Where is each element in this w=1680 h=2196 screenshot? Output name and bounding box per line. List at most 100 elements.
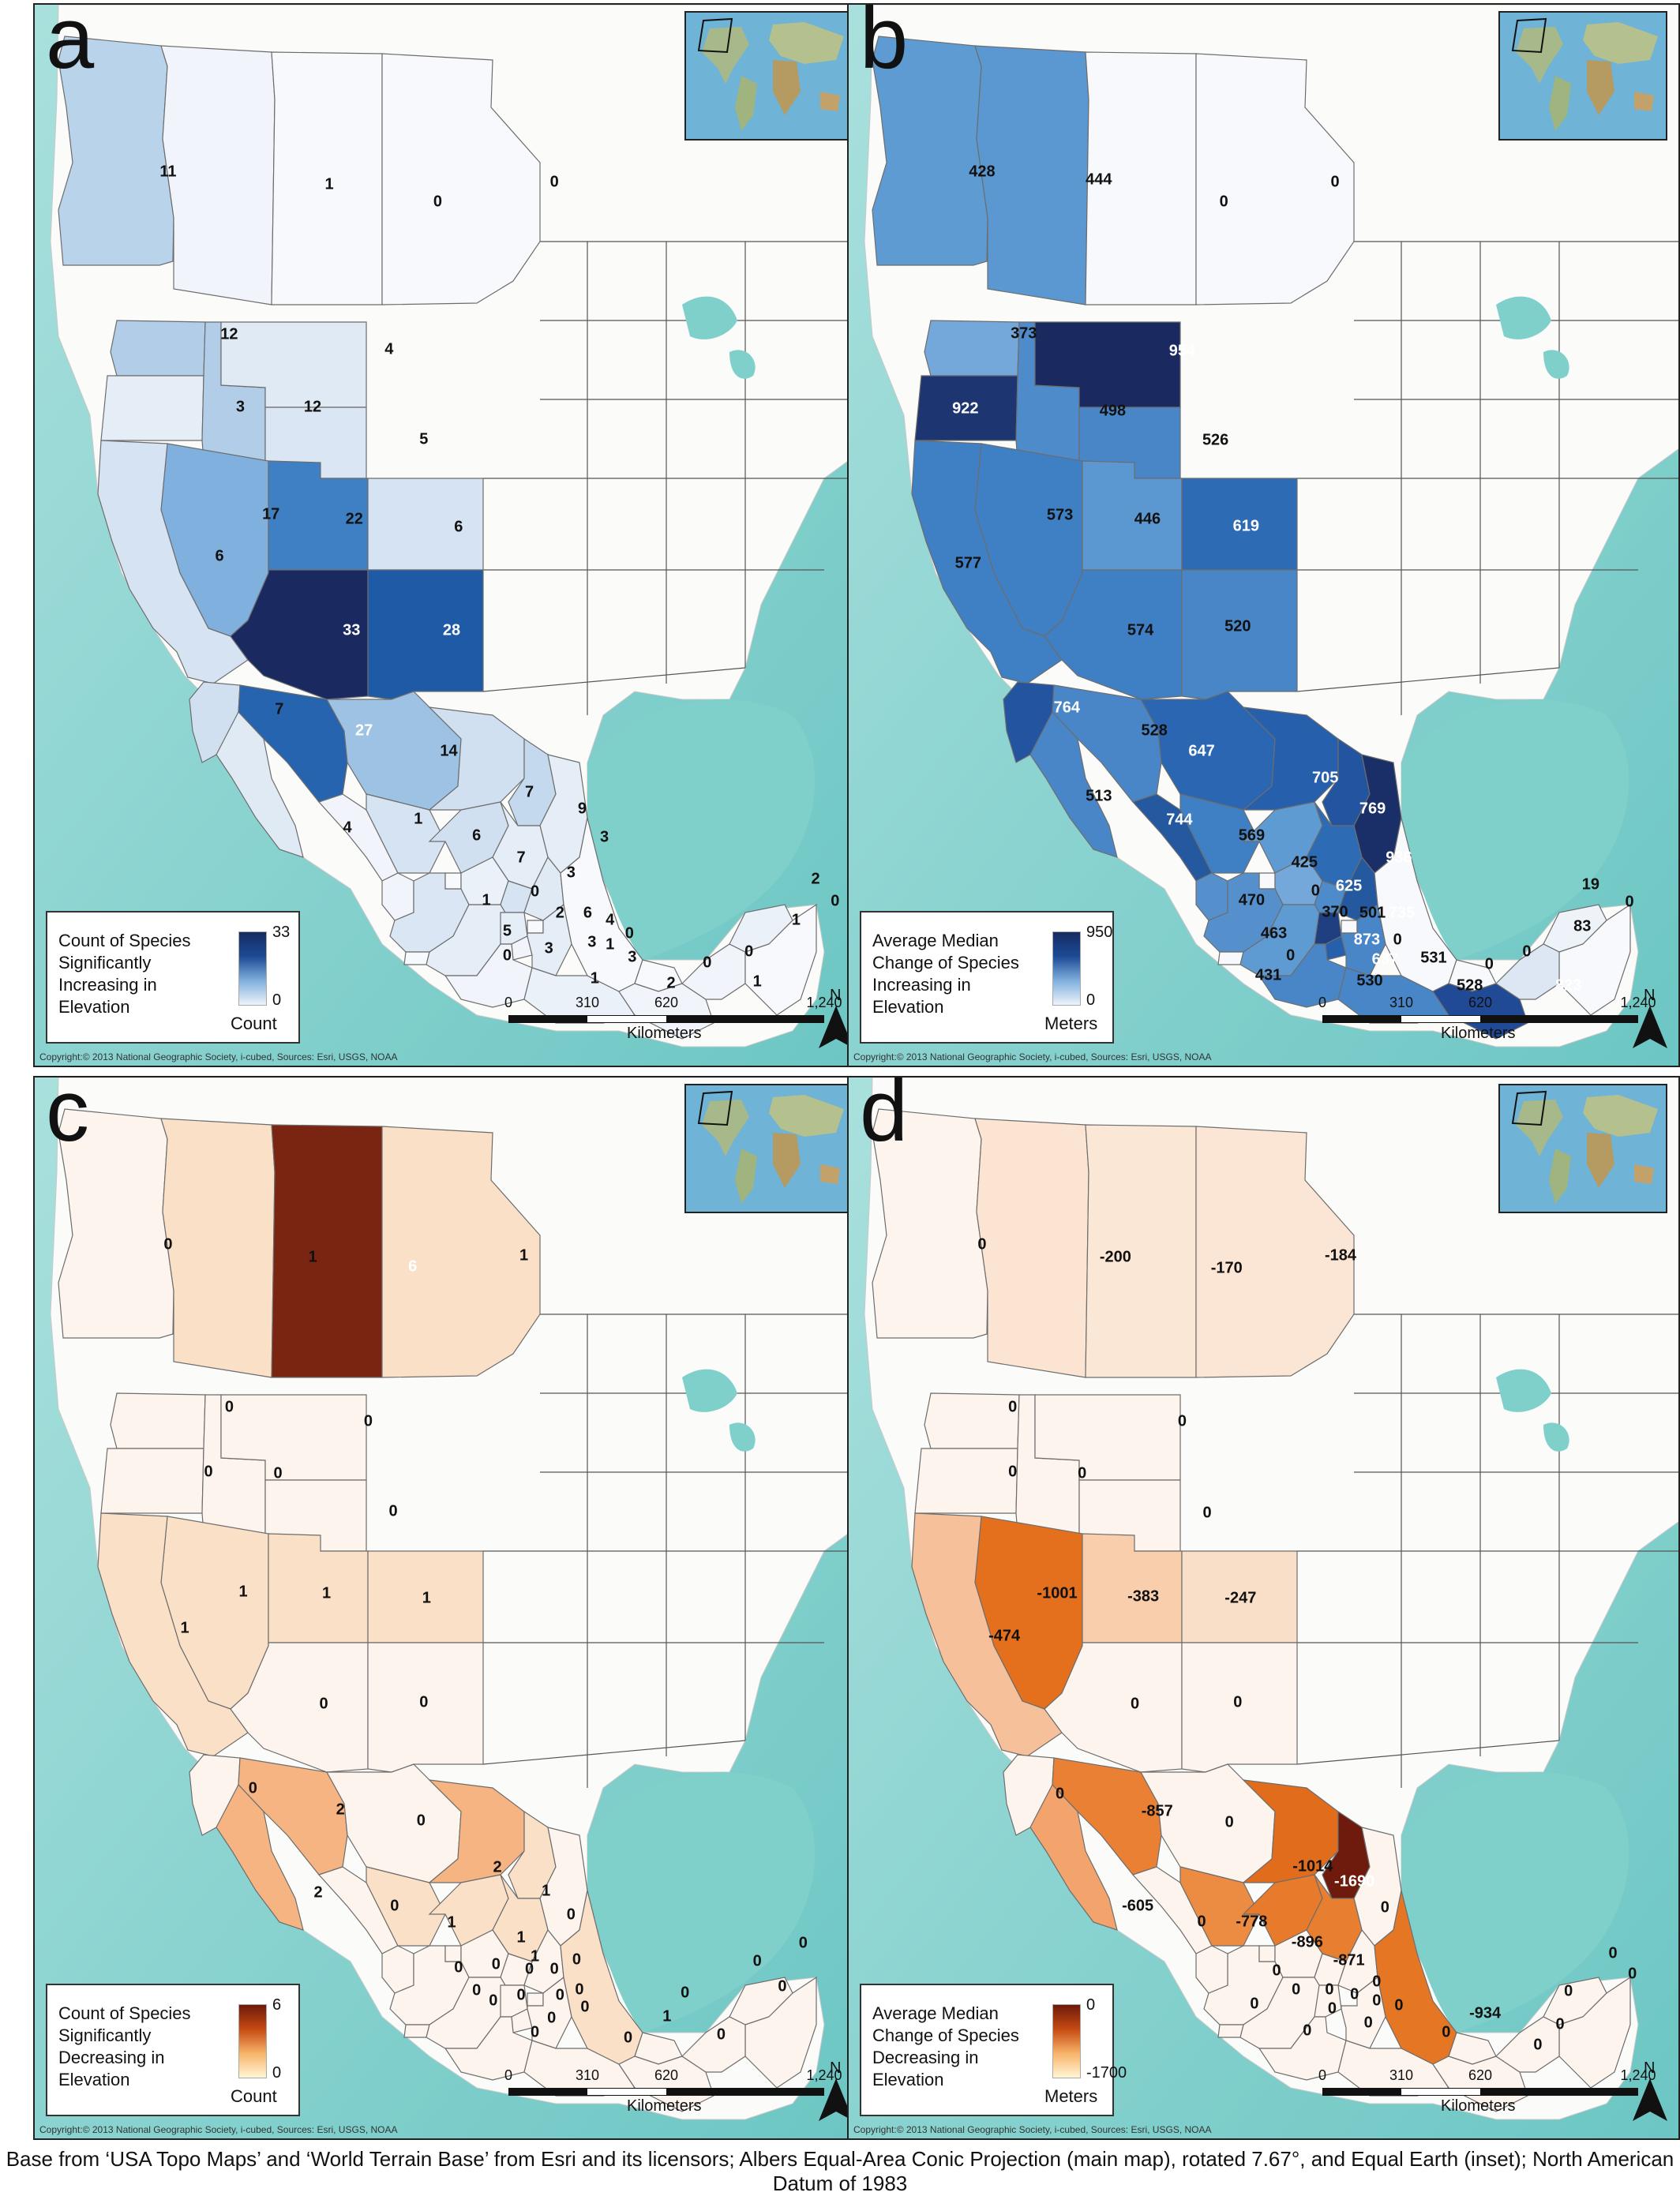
north-label: N xyxy=(830,987,842,1004)
legend-unit: Count xyxy=(231,2086,277,2106)
region-value-durango: 1 xyxy=(447,1913,456,1931)
region-value-tlaxcala: 0 xyxy=(625,924,634,942)
legend-min-value: 0 xyxy=(272,2064,282,2082)
region-value-coahuila: -1014 xyxy=(1292,1857,1333,1875)
region-value-nuevo-leon: 769 xyxy=(1359,800,1386,817)
region-value-aguascalientes: 0 xyxy=(1311,882,1320,899)
region-value-sonora: -857 xyxy=(1142,1802,1173,1819)
region-value-yucatan: 0 xyxy=(799,1934,808,1951)
region-value-baja-california-sur: 2 xyxy=(313,1883,322,1901)
region-washington xyxy=(110,1392,206,1449)
region-value-chiapas: 1 xyxy=(753,972,762,990)
scale-bar-track xyxy=(1322,2088,1638,2096)
region-value-california: 577 xyxy=(955,554,981,571)
region-value-hidalgo: 0 xyxy=(572,1951,581,1968)
region-aguascalientes xyxy=(444,872,462,890)
legend-unit: Count xyxy=(231,1014,277,1033)
region-value-michoacan: 3 xyxy=(545,939,553,957)
region-value-zacatecas: -896 xyxy=(1292,1933,1323,1951)
region-value-baja-california-sur: -605 xyxy=(1122,1897,1153,1914)
panel-letter: b xyxy=(860,3,909,87)
world-map-icon xyxy=(686,13,852,139)
region-value-tamaulipas: 0 xyxy=(567,1906,576,1923)
legend-color-ramp xyxy=(238,2004,267,2078)
region-value-british-columbia: 428 xyxy=(969,163,995,180)
scale-bar-track xyxy=(508,2088,824,2096)
region-baja-california-sur xyxy=(1029,710,1118,858)
region-value-guanajuato: 2 xyxy=(556,904,564,921)
legend-title: Count of Species Significantly Decreasin… xyxy=(58,2003,191,2089)
region-value-utah: 446 xyxy=(1134,510,1161,527)
region-value-baja-california: 7 xyxy=(275,700,283,718)
north-label: N xyxy=(1644,2059,1656,2077)
map-panel-d: 0 -200 -170 -184 0 0 0 0 0 -1001 -383 -247 -474 0 0 0 -8… xyxy=(847,1076,1680,2140)
region-value-new-mexico: 28 xyxy=(443,621,460,639)
region-value-sinaloa: 0 xyxy=(390,1897,399,1914)
scale-units: Kilometers xyxy=(1441,1025,1516,1042)
scale-units: Kilometers xyxy=(627,1025,702,1042)
region-puebla xyxy=(1341,1976,1386,2049)
region-value-washington: 0 xyxy=(225,1398,234,1415)
region-baja-california-sur xyxy=(216,710,304,858)
scale-units: Kilometers xyxy=(627,2097,702,2115)
region-value-arizona: 33 xyxy=(343,621,360,639)
region-value-colorado: 619 xyxy=(1233,517,1259,534)
region-value-guanajuato: 0 xyxy=(525,1960,534,1977)
map-legend: Count of Species Significantly Increasin… xyxy=(46,911,300,1044)
region-value-alberta: 1 xyxy=(308,1248,317,1265)
region-value-chihuahua: 647 xyxy=(1188,742,1214,759)
legend-color-ramp xyxy=(1052,2004,1081,2078)
north-arrow: N xyxy=(1631,2059,1669,2121)
region-value-guerrero: 530 xyxy=(1356,972,1382,989)
gulf-of-mexico xyxy=(1401,1772,1629,2033)
region-value-colima: 0 xyxy=(1286,946,1295,964)
region-value-nuevo-leon: 1 xyxy=(542,1882,550,1899)
region-value-hidalgo: 4 xyxy=(606,911,615,928)
region-value-new-mexico: 0 xyxy=(419,1693,428,1711)
region-value-jalisco: 0 xyxy=(472,1981,481,1999)
region-value-hidalgo: 735 xyxy=(1389,904,1415,921)
legend-title: Count of Species Significantly Increasin… xyxy=(58,931,191,1017)
region-saskatchewan xyxy=(1085,1124,1197,1378)
region-value-washington: 12 xyxy=(220,325,238,343)
map-legend: Count of Species Significantly Decreasin… xyxy=(46,1984,300,2116)
copyright-text: Copyright:© 2013 National Geographic Soc… xyxy=(39,1051,398,1062)
region-value-manitoba: 0 xyxy=(550,173,559,190)
region-value-durango: 569 xyxy=(1239,826,1265,844)
region-value-british-columbia: 0 xyxy=(977,1235,986,1253)
region-value-washington: 373 xyxy=(1011,324,1037,342)
scale-tick-label: 620 xyxy=(654,995,679,1010)
region-value-arizona: 0 xyxy=(1131,1695,1139,1712)
region-value-nayarit: 0 xyxy=(1250,1995,1258,2012)
scale-tick-label: 620 xyxy=(1468,2067,1493,2083)
region-value-oregon: 922 xyxy=(952,399,978,417)
region-tabasco xyxy=(1448,2032,1497,2065)
region-value-campeche: 1 xyxy=(792,911,801,928)
region-value-durango: 6 xyxy=(472,826,481,844)
region-value-quintana-roo: 0 xyxy=(1626,893,1634,910)
scale-tick-label: 620 xyxy=(654,2067,679,2083)
scale-tick-label: 1,240 xyxy=(806,995,842,1010)
panel-letter: a xyxy=(46,3,95,87)
region-value-colorado: -247 xyxy=(1224,1589,1256,1606)
region-campeche xyxy=(1495,2016,1560,2073)
region-value-quintana-roo: 0 xyxy=(778,1977,786,1995)
north-arrow: N xyxy=(817,2059,855,2121)
region-value-tlaxcala: 0 xyxy=(1393,931,1402,948)
region-value-sinaloa: 0 xyxy=(1197,1913,1206,1930)
region-baja-california-sur xyxy=(216,1783,304,1931)
region-value-baja-california-sur: 4 xyxy=(343,819,352,836)
legend-min-value: 0 xyxy=(272,991,282,1009)
legend-max-value: 0 xyxy=(1086,1996,1096,2014)
north-arrow: N xyxy=(1631,987,1669,1048)
world-inset-map xyxy=(1498,1084,1667,1213)
world-map-icon xyxy=(1500,1085,1666,1212)
region-campeche xyxy=(681,2016,746,2073)
region-value-arizona: 574 xyxy=(1127,621,1154,639)
legend-max-value: 33 xyxy=(272,924,291,941)
region-oregon xyxy=(100,375,204,441)
region-oregon xyxy=(100,1448,204,1514)
region-guerrero xyxy=(1258,943,1347,1008)
scale-bar: 0 310 620 1,240 Kilometers xyxy=(1318,2067,1656,2115)
